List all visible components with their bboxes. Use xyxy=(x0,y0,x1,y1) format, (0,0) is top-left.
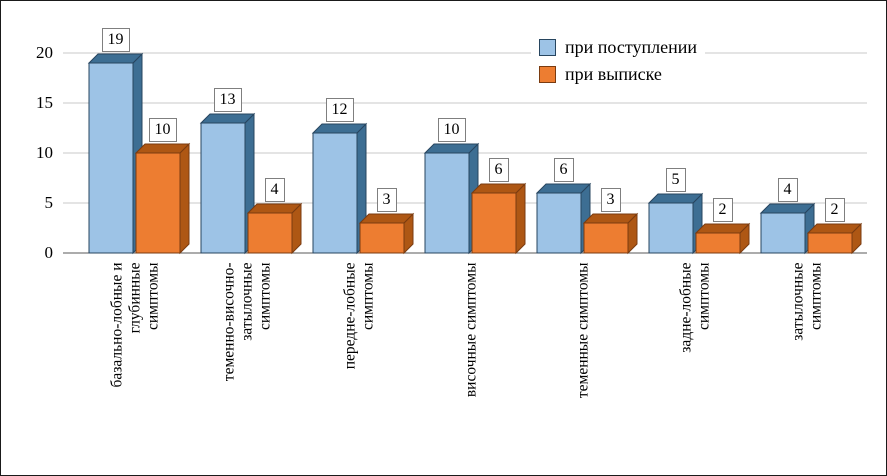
data-label: 3 xyxy=(600,188,621,212)
data-label: 2 xyxy=(712,198,733,222)
category-label: теменные симптомы xyxy=(573,262,591,399)
bar-top xyxy=(582,213,639,224)
legend-item: при выписке xyxy=(539,64,697,85)
data-label: 2 xyxy=(824,198,845,222)
bar-top xyxy=(759,203,816,214)
bar-top xyxy=(806,223,863,234)
data-label: 4 xyxy=(264,178,285,202)
bar-top xyxy=(647,193,704,204)
legend-label: при выписке xyxy=(565,64,662,84)
bar-top xyxy=(694,223,751,234)
bar-top xyxy=(311,123,368,134)
bar-front-series0 xyxy=(312,132,358,254)
data-label: 4 xyxy=(777,178,798,202)
category-label: базально-лобные и глубинные симптомы xyxy=(107,262,162,388)
bar-front-series1 xyxy=(807,232,853,254)
bar-top xyxy=(423,143,480,154)
data-label: 5 xyxy=(665,168,686,192)
legend-swatch-blue xyxy=(539,39,556,56)
data-label: 3 xyxy=(376,188,397,212)
bar-front-series0 xyxy=(200,122,246,254)
data-label: 6 xyxy=(553,158,574,182)
bar-front-series1 xyxy=(247,212,293,254)
legend-item: при поступлении xyxy=(539,37,697,58)
category-label: передне-лобные симптомы xyxy=(340,262,376,370)
y-axis-tick-label: 20 xyxy=(36,43,53,62)
category-label: теменно-височно- затылочные симптомы xyxy=(219,262,274,382)
bar-top xyxy=(134,143,191,154)
bar-front-series0 xyxy=(536,192,582,254)
data-label: 10 xyxy=(148,118,177,142)
bar-side xyxy=(515,182,526,255)
y-axis-tick-label: 0 xyxy=(44,243,54,262)
bar-top xyxy=(87,53,144,64)
data-label: 10 xyxy=(437,118,466,142)
bar-top xyxy=(246,203,303,214)
y-axis-tick-label: 10 xyxy=(36,143,53,162)
bar-front-series1 xyxy=(471,192,517,254)
data-label: 12 xyxy=(325,98,354,122)
bar-front-series0 xyxy=(424,152,470,254)
category-label: затылочные симптомы xyxy=(788,262,824,341)
bar-front-series1 xyxy=(135,152,181,254)
data-label: 19 xyxy=(101,28,130,52)
bar-front-series0 xyxy=(760,212,806,254)
bar-top xyxy=(358,213,415,224)
data-label: 13 xyxy=(213,88,242,112)
bar-front-series1 xyxy=(583,222,629,254)
bar-front-series1 xyxy=(359,222,405,254)
bar-top xyxy=(535,183,592,194)
bar-front-series0 xyxy=(88,62,134,254)
y-axis-tick-label: 15 xyxy=(36,93,53,112)
legend: при поступлении при выписке xyxy=(531,35,705,87)
bar-front-series1 xyxy=(695,232,741,254)
category-label: височные симптомы xyxy=(461,262,479,398)
legend-label: при поступлении xyxy=(565,37,697,57)
bar-top xyxy=(470,183,527,194)
data-label: 6 xyxy=(488,158,509,182)
bar-front-series0 xyxy=(648,202,694,254)
bar-top xyxy=(199,113,256,124)
category-label: задне-лобные симптомы xyxy=(676,262,712,353)
legend-swatch-orange xyxy=(539,66,556,83)
y-axis-tick-label: 5 xyxy=(44,193,54,212)
bar-side xyxy=(179,142,190,255)
